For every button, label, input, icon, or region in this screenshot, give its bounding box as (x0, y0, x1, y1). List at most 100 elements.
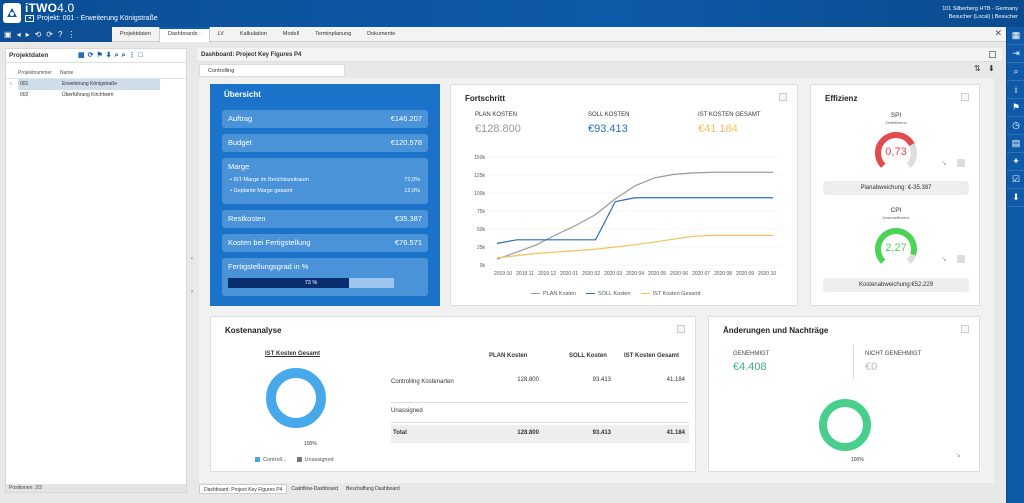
maximize-icon[interactable] (989, 51, 996, 58)
reload-icon[interactable]: ⟳ (87, 52, 94, 59)
donut-legend: Controll... Unassigned (255, 457, 334, 463)
cpi-value: 2,27 (885, 242, 907, 254)
user-info[interactable]: 101 Silberberg HTB - Germany Besucher (L… (942, 5, 1018, 21)
panel-splitter[interactable]: ‹ › (191, 48, 197, 493)
close-icon[interactable]: ✕ (994, 28, 1002, 38)
download-icon[interactable]: ⬇ (105, 52, 112, 59)
x-tick-label: 2019 10 (494, 271, 512, 277)
chart-legend: PLAN Kosten SOLL Kosten IST Kosten Gesam… (531, 291, 700, 297)
drilldown-icon[interactable]: ↘ (941, 256, 947, 263)
table-row[interactable]: 002 Überführung Kirchheim (6, 90, 186, 101)
tab-0[interactable]: Projektdaten (120, 31, 151, 37)
prev-icon[interactable]: ◂ (16, 30, 21, 39)
row-expander-icon[interactable] (6, 90, 18, 101)
legend-ist: IST Kosten Gesamt (640, 291, 700, 297)
restkosten-value: €35.387 (394, 214, 422, 223)
export-icon[interactable]: ⬇ (988, 64, 995, 73)
donut-title: IST Kosten Gesamt (265, 351, 321, 357)
row-number: 002 (20, 92, 29, 98)
series-line-2 (496, 234, 773, 259)
x-tick-label: 2020 02 (582, 271, 600, 277)
detail-icon[interactable] (957, 159, 965, 167)
table-row: Controlling Kostenarten 128.800 93.413 4… (391, 377, 689, 403)
drilldown-icon[interactable]: ↘ (941, 160, 947, 167)
help-icon[interactable]: ? (58, 30, 63, 39)
card-menu-icon[interactable] (961, 325, 969, 333)
dashboard-tab-0[interactable]: Dashboard: Project Key Figures P4 (199, 484, 288, 494)
svg-text:‹: ‹ (191, 256, 193, 262)
tab-1[interactable]: Dashboards : (158, 27, 210, 42)
series-line-0 (496, 171, 773, 260)
module-tabs: Projektdaten Dashboards : LV Kalkulation Mod… (112, 27, 403, 42)
wizard-icon[interactable]: ✦ (1007, 153, 1024, 171)
changes-donut-percent: 100% (851, 457, 864, 463)
marge-ist-value: 72,0% (404, 177, 420, 183)
menu-icon[interactable]: ⋮ (128, 52, 136, 59)
row-name: Überführung Kirchheim (62, 92, 114, 98)
col-projektnummer[interactable]: Projektnummer (18, 70, 52, 76)
save-icon[interactable]: ▣ (4, 30, 12, 39)
cpi-gauge (875, 228, 917, 264)
card-menu-icon[interactable] (961, 93, 969, 101)
search-advanced-icon[interactable]: ⌕ (121, 52, 126, 59)
download-icon[interactable]: ⬇ (1007, 189, 1024, 207)
col-name[interactable]: Name (60, 70, 74, 76)
project-list-panel: Projektdaten ▦ ⟳ ⚑ ⬇ ⌕ ⌕ ⋮ □ Projektnumm… (5, 48, 187, 493)
tab-2[interactable]: LV (217, 31, 224, 37)
plan-kosten-value: €128.800 (475, 123, 521, 135)
flag-icon[interactable]: ⚑ (1007, 99, 1024, 117)
legend-controlling: Controll... (255, 457, 287, 463)
card-menu-icon[interactable] (677, 325, 685, 333)
dashboard-tab-1[interactable]: Cashflow-Dashboard (291, 486, 339, 492)
detail-icon[interactable] (957, 255, 965, 263)
dashboard-grid-icon[interactable]: ▦ (1007, 27, 1024, 45)
maximize-icon[interactable]: □ (138, 52, 143, 59)
tab-3[interactable]: Kalkulation (239, 31, 267, 37)
soll-kosten-value: €93.413 (588, 123, 628, 135)
row-name: Erweiterung Königstraße (60, 79, 160, 90)
x-tick-label: 2020 06 (670, 271, 688, 277)
search-icon[interactable]: ⌕ (1007, 63, 1024, 81)
ist-kosten-donut (266, 368, 326, 428)
drilldown-icon[interactable]: ↘ (955, 452, 961, 459)
budget-row: Budget €120.578 (222, 134, 428, 152)
auftrag-value: €146.207 (390, 114, 422, 123)
search-icon[interactable]: ⌕ (114, 52, 119, 59)
grid-icon[interactable]: ▦ (78, 52, 85, 59)
overview-card: Übersicht Auftrag €146.207 Budget €120.578… (210, 84, 440, 306)
card-menu-icon[interactable] (779, 93, 787, 101)
table-row[interactable]: › 001 Erweiterung Königstraße (6, 79, 186, 90)
row-expander-icon[interactable]: › (10, 81, 12, 87)
filter-icon[interactable]: ⇅ (974, 64, 981, 73)
refresh-icon[interactable]: ⟲ (34, 30, 42, 39)
table-body: › 001 Erweiterung Königstraße 002 Überführun… (6, 79, 186, 101)
x-tick-label: 2020 08 (714, 271, 732, 277)
sync-icon[interactable]: ⟳ (46, 30, 53, 39)
table-row: Unassigned (391, 405, 689, 423)
back-nav-icon[interactable]: ◂ (25, 15, 34, 22)
tab-5[interactable]: Terminplanung (315, 31, 352, 37)
more-icon[interactable]: ⋮ (67, 30, 76, 39)
tab-6[interactable]: Dokumente (367, 31, 396, 37)
genehmigt-value: €4.408 (733, 361, 767, 373)
panel-title: Projektdaten (9, 52, 49, 59)
kbf-value: €76.571 (394, 238, 422, 247)
history-icon[interactable]: ◷ (1007, 117, 1024, 135)
svg-text:›: › (191, 289, 193, 295)
tab-4[interactable]: Modell (282, 31, 300, 37)
export-icon[interactable]: ⇥ (1007, 45, 1024, 63)
info-icon[interactable]: i (1007, 81, 1024, 99)
y-tick-label: 150k (474, 155, 485, 161)
budget-value: €120.578 (390, 138, 422, 147)
panel-header: Projektdaten ▦ ⟳ ⚑ ⬇ ⌕ ⌕ ⋮ □ (6, 49, 186, 63)
next-icon[interactable]: ▸ (25, 30, 30, 39)
dashboard-dropdown[interactable]: Controlling (199, 64, 345, 77)
y-tick-label: 0k (480, 263, 486, 269)
checklist-icon[interactable]: ☑ (1007, 171, 1024, 189)
flag-icon[interactable]: ⚑ (96, 52, 103, 59)
table-total-row: Total 128.800 93.413 41.184 (391, 425, 689, 443)
document-icon[interactable]: ▤ (1007, 135, 1024, 153)
changes-title: Änderungen und Nachträge (723, 326, 829, 335)
dashboard-tab-2[interactable]: Beschaffung Dashboard (346, 486, 400, 492)
